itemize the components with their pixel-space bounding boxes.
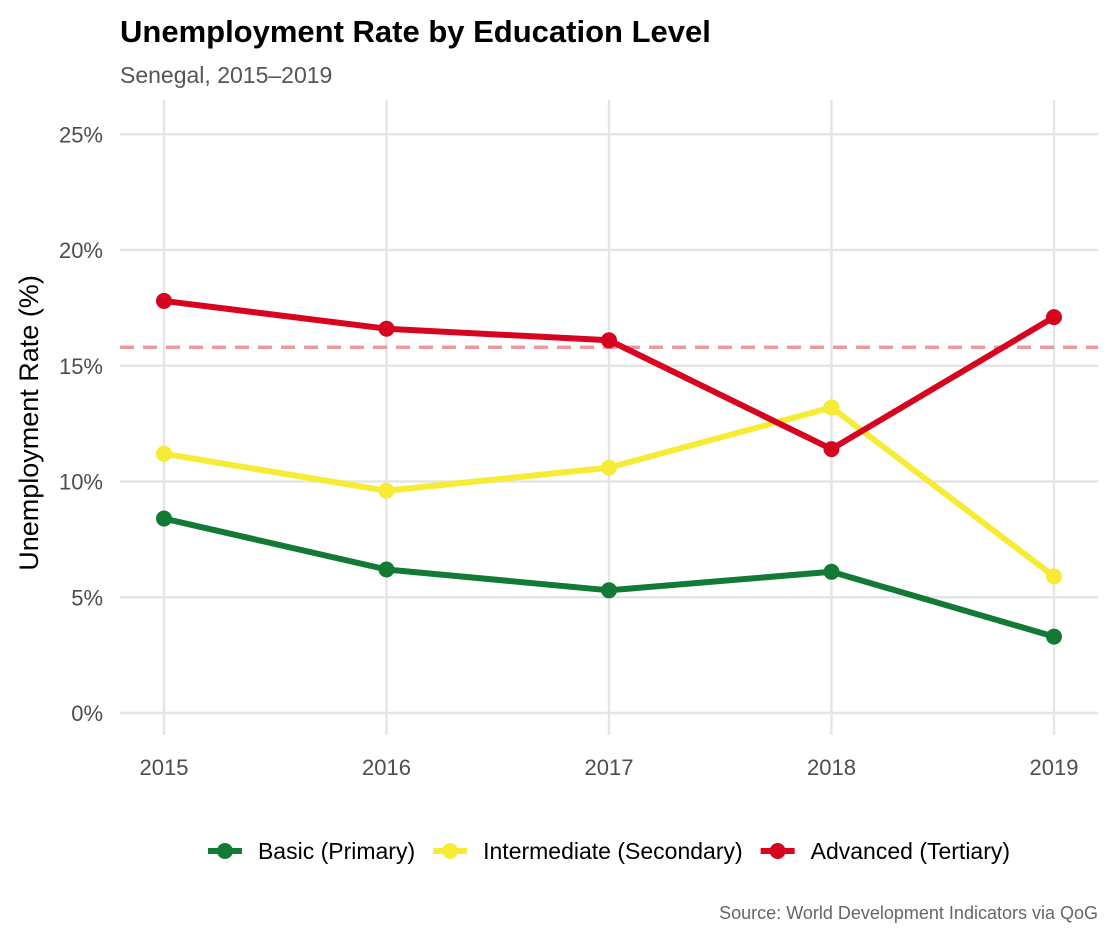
data-point <box>156 510 172 527</box>
data-point <box>1046 568 1062 585</box>
y-tick-label: 10% <box>59 470 103 495</box>
legend-item: Intermediate (Secondary) <box>433 838 743 864</box>
legend-key-point <box>442 843 459 859</box>
data-point <box>378 561 395 578</box>
series-2 <box>156 399 1062 585</box>
legend-key-point <box>216 843 233 859</box>
y-tick-label: 5% <box>71 585 103 610</box>
axis-labels: 0% 5% 10% 15% 20% 25% 2015 2016 2017 2018 2019 <box>59 122 1079 780</box>
y-tick-label: 0% <box>71 701 103 726</box>
chart-caption: Source: World Development Indicators via… <box>719 903 1098 923</box>
x-tick-label: 2017 <box>585 755 634 780</box>
series-layer <box>156 292 1062 645</box>
data-point <box>378 320 395 337</box>
x-tick-label: 2019 <box>1030 755 1079 780</box>
data-point <box>823 563 840 580</box>
legend-key-point <box>769 843 786 859</box>
data-point <box>378 482 395 499</box>
data-point <box>156 292 172 309</box>
data-point <box>601 582 617 599</box>
data-point <box>1046 628 1062 645</box>
data-point <box>823 441 840 458</box>
legend-label: Intermediate (Secondary) <box>483 838 743 864</box>
legend-label: Basic (Primary) <box>258 838 415 864</box>
y-tick-label: 25% <box>59 122 103 147</box>
legend-label: Advanced (Tertiary) <box>811 838 1010 864</box>
legend-item: Basic (Primary) <box>207 838 415 864</box>
y-axis-title: Unemployment Rate (%) <box>14 275 44 571</box>
legend: Basic (Primary) Intermediate (Secondary) A… <box>207 838 1010 864</box>
x-tick-label: 2018 <box>807 755 856 780</box>
y-tick-label: 20% <box>59 238 103 263</box>
series-1 <box>156 510 1062 645</box>
data-point <box>601 332 617 349</box>
data-point <box>823 399 840 416</box>
grid <box>120 100 1098 735</box>
data-point <box>601 459 617 476</box>
legend-item: Advanced (Tertiary) <box>760 838 1010 864</box>
chart-title: Unemployment Rate by Education Level <box>120 14 711 49</box>
y-tick-label: 15% <box>59 354 103 379</box>
x-tick-label: 2015 <box>140 755 189 780</box>
series-3 <box>156 292 1062 458</box>
chart-subtitle: Senegal, 2015–2019 <box>120 62 332 88</box>
x-tick-label: 2016 <box>362 755 411 780</box>
data-point <box>1046 309 1062 326</box>
data-point <box>156 445 172 462</box>
